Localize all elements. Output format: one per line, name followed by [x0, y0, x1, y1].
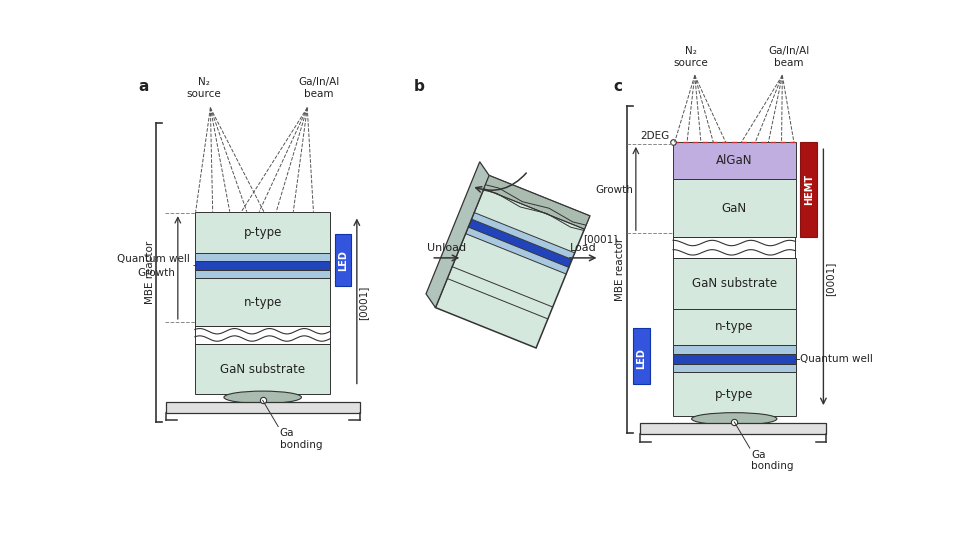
Text: c: c [612, 79, 622, 94]
Bar [195, 344, 330, 394]
Polygon shape [484, 175, 589, 229]
Text: Ga
bonding: Ga bonding [279, 428, 322, 450]
Text: GaN: GaN [721, 202, 746, 215]
Text: Unload: Unload [426, 243, 466, 252]
Polygon shape [435, 278, 547, 348]
Bar [672, 142, 795, 179]
Bar [195, 270, 330, 278]
Bar [632, 328, 649, 384]
Text: Growth: Growth [138, 268, 175, 277]
Text: [0001]: [0001] [583, 234, 617, 244]
Text: N₂
source: N₂ source [187, 77, 221, 99]
Text: Ga/In/Al
beam: Ga/In/Al beam [767, 46, 808, 68]
Text: p-type: p-type [714, 387, 753, 401]
Text: 2DEG: 2DEG [641, 131, 670, 141]
Text: b: b [414, 79, 424, 94]
Text: Ga
bonding: Ga bonding [751, 450, 793, 471]
Text: GaN substrate: GaN substrate [691, 277, 776, 290]
Bar [166, 402, 359, 413]
Text: Quantum well: Quantum well [117, 254, 190, 264]
Ellipse shape [691, 413, 776, 425]
Polygon shape [468, 219, 572, 268]
Polygon shape [474, 189, 583, 253]
Bar [640, 423, 826, 434]
Polygon shape [471, 213, 575, 259]
Text: LED: LED [636, 348, 645, 369]
Ellipse shape [224, 391, 301, 403]
Text: a: a [139, 79, 148, 94]
Bar [672, 345, 795, 354]
Polygon shape [452, 234, 566, 307]
Text: p-type: p-type [243, 226, 282, 239]
Polygon shape [447, 267, 552, 319]
Text: LED: LED [337, 250, 348, 271]
Bar [672, 364, 795, 372]
Text: Quantum well: Quantum well [799, 354, 872, 364]
Text: MBE reactor: MBE reactor [144, 241, 155, 304]
Bar [195, 211, 330, 253]
Text: AlGaN: AlGaN [715, 154, 752, 167]
Text: N₂
source: N₂ source [672, 46, 707, 68]
Text: [0001]: [0001] [824, 262, 834, 296]
Text: Ga/In/Al
beam: Ga/In/Al beam [297, 77, 339, 99]
Text: Growth: Growth [595, 185, 633, 195]
Bar [672, 372, 795, 416]
Text: Load: Load [569, 243, 596, 252]
Bar [672, 258, 795, 308]
Text: n-type: n-type [714, 320, 753, 334]
Bar [335, 234, 350, 287]
Text: [0001]: [0001] [358, 286, 368, 320]
Bar [799, 142, 816, 237]
Bar [672, 354, 795, 364]
Bar [672, 179, 795, 237]
Bar [195, 253, 330, 261]
Text: MBE reactor: MBE reactor [614, 238, 625, 301]
Text: HEMT: HEMT [803, 174, 813, 205]
Text: n-type: n-type [243, 295, 282, 308]
Bar [195, 261, 330, 270]
Bar [195, 278, 330, 326]
Polygon shape [425, 162, 488, 307]
Text: GaN substrate: GaN substrate [220, 362, 305, 376]
Polygon shape [484, 175, 589, 229]
Polygon shape [465, 227, 568, 274]
Bar [672, 308, 795, 345]
